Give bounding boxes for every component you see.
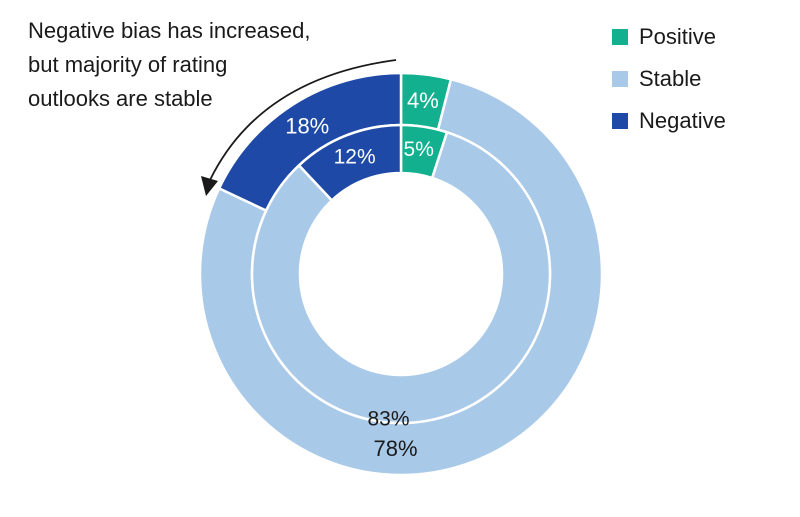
inner-ring [250,123,552,425]
chart-annotation: Negative bias has increased, but majorit… [28,14,368,116]
arrow-head [201,176,218,196]
annotation-arrow [201,59,397,196]
legend: Positive Stable Negative [612,16,726,142]
annotation-line-2: but majority of rating [28,52,228,77]
legend-label-positive: Positive [639,24,717,49]
ring-labels: 4% 78% 18% 5% 83% 12% [285,88,439,461]
inner-slice-negative [297,123,403,203]
legend-item-stable: Stable [612,58,726,100]
legend-swatch-stable [612,71,628,87]
annotation-line-1: Negative bias has increased, [28,18,311,43]
inner-label-positive: 5% [404,138,434,161]
legend-swatch-positive [612,29,628,45]
annotation-line-3: outlooks are stable [28,86,213,111]
legend-label-negative: Negative [639,108,726,133]
outer-label-positive: 4% [407,88,439,113]
outer-label-stable: 78% [373,436,417,461]
legend-item-positive: Positive [612,16,726,58]
legend-swatch-negative [612,113,628,129]
legend-item-negative: Negative [612,100,726,142]
legend-label-stable: Stable [639,66,702,91]
outer-label-negative: 18% [285,114,329,139]
inner-slice-stable [250,130,552,425]
inner-label-stable: 83% [367,407,409,430]
inner-label-negative: 12% [334,145,376,168]
arrow-curve [209,59,397,181]
